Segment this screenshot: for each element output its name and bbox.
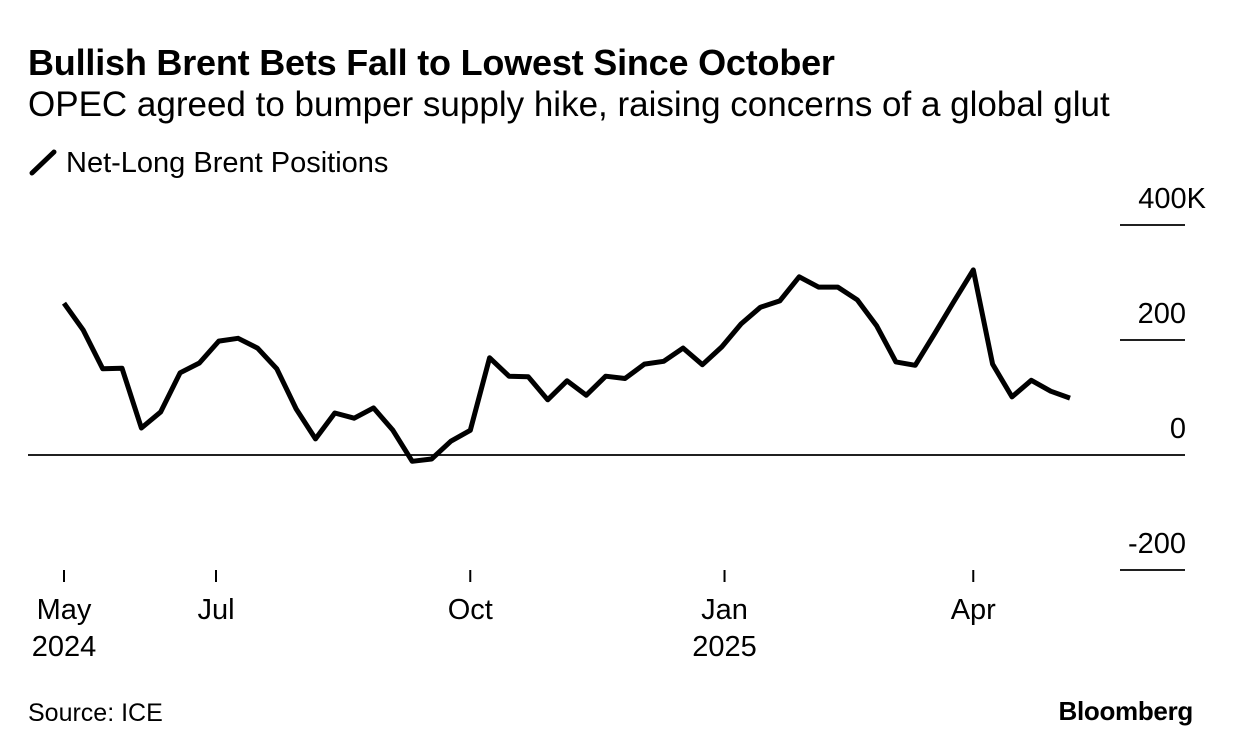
series-line-net-long-brent-positions [61,267,1071,464]
gridlines [28,224,1185,571]
slash-line-icon [29,149,57,176]
chart-subtitle: OPEC agreed to bumper supply hike, raisi… [28,85,1110,124]
y-tick-label: 0 [1170,413,1186,445]
x-tick-label: Jan [701,594,748,626]
y-axis: 400K 200 0 -200 [1128,183,1207,560]
chart-title: Bullish Brent Bets Fall to Lowest Since … [28,42,835,83]
x-tick-year-label: 2024 [32,631,97,663]
legend-label: Net-Long Brent Positions [66,147,389,179]
y-tick-label: 200 [1138,298,1186,330]
y-tick-label: 400K [1138,183,1206,215]
x-tick-label: Apr [951,594,996,626]
x-tick-year-label: 2025 [692,631,757,663]
x-axis: May 2024 Jul Oct Jan 2025 Apr [32,570,996,663]
bloomberg-logo: Bloomberg [1058,696,1193,726]
source-note: Source: ICE [28,699,163,727]
x-tick-label: Oct [448,594,493,626]
x-tick-label: May [37,594,92,626]
series-layer [61,267,1071,464]
x-tick-label: Jul [197,594,234,626]
legend-swatch-line [29,149,57,176]
y-tick-label: -200 [1128,528,1186,560]
